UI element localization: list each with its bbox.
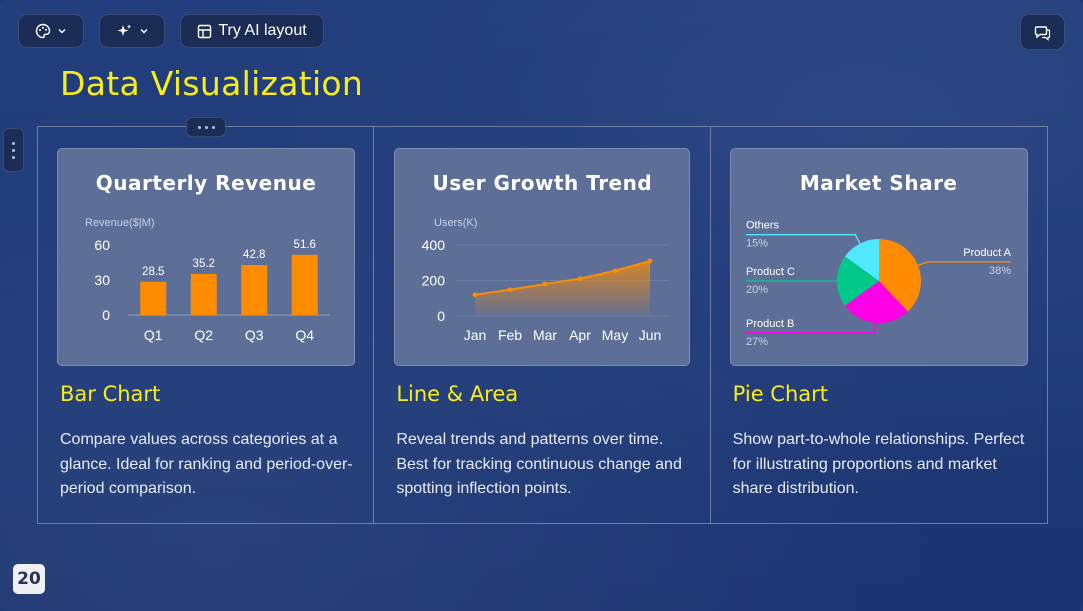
bar-value-label: 28.5 — [142, 266, 164, 278]
chevron-down-icon — [58, 29, 66, 34]
bar — [291, 254, 318, 315]
column-pie-chart: Market Share Product A 38% Product B 27% Pro… — [711, 127, 1047, 523]
y-tick-label: 0 — [102, 307, 110, 323]
y-axis-label: Revenue($|M) — [85, 217, 155, 229]
try-ai-layout-label: Try AI layout — [218, 22, 307, 39]
y-tick-label: 200 — [422, 273, 446, 289]
x-tick-label: May — [602, 327, 628, 343]
y-tick-label: 400 — [422, 237, 446, 253]
column-heading: Bar Chart — [60, 382, 161, 406]
pie-slice — [878, 239, 921, 312]
x-tick-label: Mar — [533, 327, 557, 343]
pie-slice — [836, 256, 879, 306]
data-point — [472, 292, 478, 298]
x-tick-label: Feb — [498, 327, 522, 343]
y-tick-label: 0 — [438, 308, 446, 324]
chart-title: Quarterly Revenue — [95, 171, 317, 195]
chart-title: Market Share — [799, 171, 958, 195]
chart-card-bar: Quarterly Revenue Revenue($|M) 0 30 60 28.5 Q… — [57, 148, 355, 366]
palette-icon — [35, 23, 51, 39]
page-number: 20 — [13, 564, 45, 594]
leader-line — [745, 234, 861, 244]
column-bar-chart: Quarterly Revenue Revenue($|M) 0 30 60 28.5 Q… — [38, 127, 375, 523]
block-drag-handle[interactable] — [3, 128, 24, 172]
data-point — [542, 281, 548, 287]
bar-chart: Revenue($|M) 0 30 60 28.5 Q1 35.2 Q2 42.8 Q3 51.6 Q… — [85, 217, 330, 343]
x-tick-label: Q4 — [295, 327, 314, 343]
y-axis-label: Users(K) — [434, 217, 477, 229]
bar-value-label: 42.8 — [243, 249, 265, 261]
ai-magic-button[interactable] — [99, 14, 165, 48]
slice-name-label: Others — [746, 220, 780, 232]
data-point — [577, 276, 583, 282]
slice-percent-label: 20% — [746, 284, 768, 296]
visualization-grid: Quarterly Revenue Revenue($|M) 0 30 60 28.5 Q… — [37, 126, 1048, 524]
grid-options-handle[interactable] — [186, 117, 226, 137]
data-point — [612, 268, 618, 274]
pie-chart: Product A 38% Product B 27% Product C 20% Othe… — [745, 220, 1011, 348]
theme-button[interactable] — [18, 14, 84, 48]
column-description: Compare values across categories at a gl… — [60, 431, 353, 497]
series-line — [475, 260, 651, 296]
line-chart: Users(K) 0 200 400 Jan Feb Mar Apr May Jun — [422, 217, 668, 343]
leader-line — [745, 322, 876, 334]
slide-title: Data Visualization — [60, 64, 364, 103]
try-ai-layout-button[interactable]: Try AI layout — [180, 14, 324, 48]
bar — [241, 265, 268, 315]
data-point — [647, 258, 653, 264]
bar-value-label: 35.2 — [193, 258, 215, 270]
x-tick-label: Apr — [569, 327, 591, 343]
pie-slice — [844, 239, 879, 281]
slice-percent-label: 27% — [746, 336, 768, 348]
chart-title: User Growth Trend — [432, 171, 653, 195]
leader-line — [917, 261, 1011, 267]
slice-name-label: Product B — [746, 318, 794, 330]
slice-name-label: Product C — [746, 266, 795, 278]
sparkles-icon — [117, 24, 131, 36]
slice-percent-label: 38% — [989, 265, 1011, 277]
column-line-area: User Growth Trend Users(K) 0 200 400 Jan Feb M… — [374, 127, 711, 523]
x-tick-label: Q3 — [245, 327, 264, 343]
comments-button[interactable] — [1020, 14, 1065, 50]
column-heading: Pie Chart — [732, 382, 828, 406]
data-point — [507, 287, 513, 293]
layout-icon — [198, 24, 212, 38]
column-heading: Line & Area — [396, 382, 519, 406]
bar — [140, 281, 167, 315]
chevron-down-icon — [140, 29, 147, 34]
x-tick-label: Jan — [464, 327, 487, 343]
chart-card-pie: Market Share Product A 38% Product B 27% Pro… — [729, 148, 1028, 366]
x-tick-label: Q1 — [144, 327, 163, 343]
bar-value-label: 51.6 — [294, 239, 316, 251]
comment-icon — [1034, 25, 1051, 41]
area-fill — [475, 260, 651, 316]
column-description: Reveal trends and patterns over time. Be… — [396, 431, 682, 497]
x-tick-label: Jun — [639, 327, 662, 343]
slice-percent-label: 15% — [746, 238, 768, 250]
bar — [190, 273, 217, 315]
chart-card-line: User Growth Trend Users(K) 0 200 400 Jan Feb M… — [394, 148, 691, 366]
column-description: Show part-to-whole relationships. Perfec… — [732, 431, 1025, 497]
y-tick-label: 60 — [94, 237, 110, 253]
pie-slice — [844, 281, 908, 323]
slice-name-label: Product A — [963, 247, 1011, 259]
y-tick-label: 30 — [94, 272, 110, 288]
x-tick-label: Q2 — [194, 327, 213, 343]
